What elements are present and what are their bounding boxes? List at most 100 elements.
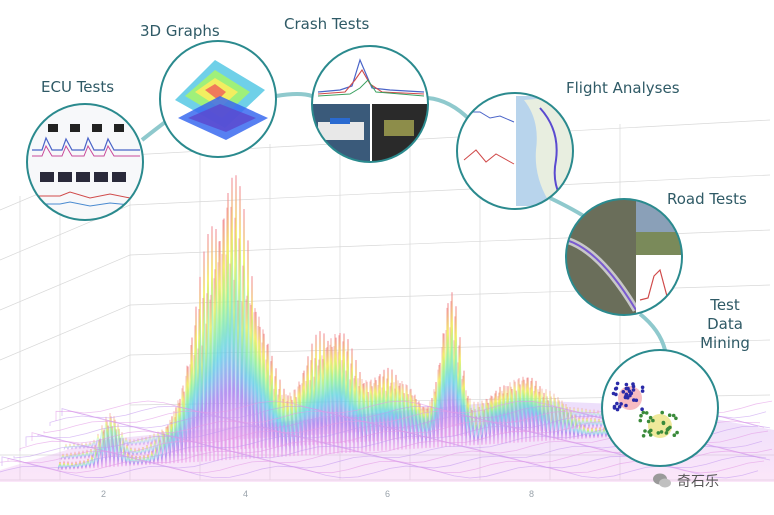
- waterfall-peak: [565, 412, 571, 440]
- road-tests-thumbnail[interactable]: [565, 198, 683, 316]
- waterfall-peak: [137, 455, 143, 466]
- flight-analyses-thumbnail[interactable]: [456, 92, 574, 210]
- waterfall-peak: [69, 461, 75, 470]
- waterfall-peak: [287, 392, 293, 437]
- waterfall-peak: [80, 450, 86, 459]
- waterfall-peak: [107, 413, 113, 448]
- waterfall-peak: [132, 447, 138, 456]
- waterfall-peak: [227, 263, 233, 440]
- waterfall-peak: [72, 451, 78, 460]
- scatter-point: [638, 418, 643, 423]
- waterfall-peak: [395, 380, 401, 430]
- waterfall-peak: [245, 240, 251, 459]
- label-ecu-tests: ECU Tests: [41, 78, 115, 96]
- waterfall-peak: [283, 394, 289, 437]
- waterfall-peak: [299, 383, 305, 436]
- axis-tick: 8: [529, 489, 535, 499]
- waterfall-trace: [0, 460, 765, 474]
- waterfall-peak: [251, 312, 257, 439]
- scatter-point: [625, 386, 629, 391]
- waterfall-peak: [452, 316, 458, 437]
- data-mining-thumbnail[interactable]: [601, 349, 719, 467]
- waterfall-peak: [555, 396, 561, 421]
- waterfall-peak: [307, 380, 313, 436]
- scatter-point: [640, 385, 645, 390]
- scatter-point: [617, 405, 622, 409]
- scatter-point: [614, 386, 619, 391]
- waterfall-peak: [81, 460, 87, 469]
- waterfall-peak: [559, 400, 565, 420]
- waterfall-peak: [375, 385, 381, 431]
- scatter-point: [611, 391, 616, 396]
- waterfall-peak: [439, 346, 445, 428]
- scatter-point: [651, 418, 655, 423]
- waterfall-peak: [495, 396, 501, 424]
- waterfall-peak: [84, 449, 90, 459]
- waterfall-peak: [531, 391, 537, 422]
- waterfall-peak: [483, 398, 489, 425]
- waterfall-peak: [363, 380, 369, 432]
- scatter-point: [612, 406, 617, 410]
- waterfall-peak: [163, 426, 169, 444]
- waterfall-peak: [303, 380, 309, 436]
- waterfall-peak: [447, 327, 453, 427]
- waterfall-peak: [155, 431, 161, 445]
- waterfall-peak: [593, 427, 599, 438]
- scatter-point: [619, 402, 623, 406]
- waterfall-peak: [543, 389, 549, 421]
- waterfall-peak: [579, 408, 585, 419]
- waterfall-peak: [207, 299, 213, 442]
- scatter-point: [664, 431, 669, 435]
- waterfall-peak: [527, 387, 533, 422]
- waterfall-peak: [379, 387, 385, 431]
- scatter-point: [621, 390, 626, 394]
- waterfall-peak: [589, 427, 595, 439]
- scatter-point: [615, 381, 620, 386]
- watermark-text: 奇石乐: [677, 474, 719, 490]
- waterfall-peak: [457, 337, 463, 447]
- waterfall-peak: [187, 364, 193, 443]
- waterfall-peak: [311, 376, 317, 435]
- waterfall-peak: [535, 389, 541, 422]
- waterfall-peak: [159, 429, 165, 444]
- waterfall-peak: [203, 323, 209, 442]
- waterfall-peak: [85, 458, 91, 469]
- ecu-tests-thumbnail[interactable]: [26, 103, 144, 221]
- waterfall-peak: [411, 395, 417, 429]
- waterfall-peak: [211, 278, 217, 441]
- waterfall-peak: [199, 345, 205, 442]
- waterfall-peak: [367, 381, 373, 432]
- crash-tests-thumbnail[interactable]: [311, 45, 429, 163]
- waterfall-peak: [239, 301, 245, 440]
- waterfall-peak: [136, 447, 142, 456]
- waterfall-peak: [63, 443, 69, 450]
- waterfall-peak: [595, 409, 601, 418]
- wechat-icon: [653, 473, 671, 488]
- scatter-point: [648, 433, 653, 437]
- waterfall-peak: [139, 436, 145, 446]
- waterfall-peak: [151, 433, 157, 445]
- waterfall-peak: [131, 438, 137, 446]
- waterfall-peak: [479, 400, 485, 425]
- waterfall-peak: [236, 238, 242, 450]
- waterfall-peak: [331, 346, 337, 434]
- label-crash-tests: Crash Tests: [284, 15, 370, 33]
- waterfall-peak: [135, 437, 141, 446]
- waterfall-peak: [119, 432, 125, 447]
- waterfall-peak: [456, 345, 462, 437]
- waterfall-peak: [267, 375, 273, 438]
- waterfall-peak: [64, 452, 70, 460]
- waterfall-peak: [584, 417, 590, 429]
- 3d-graphs-thumbnail[interactable]: [159, 40, 277, 158]
- waterfall-peak: [140, 447, 146, 456]
- scatter-point: [641, 434, 646, 438]
- label-test-data-mining: Test Data Mining: [690, 296, 760, 353]
- scatter-point: [615, 401, 619, 406]
- waterfall-peak: [585, 427, 591, 439]
- scatter-point: [660, 410, 664, 415]
- waterfall-peak: [391, 382, 397, 430]
- axis-tick: 4: [243, 489, 249, 499]
- waterfall-peak: [511, 379, 517, 423]
- waterfall-peak: [596, 418, 602, 428]
